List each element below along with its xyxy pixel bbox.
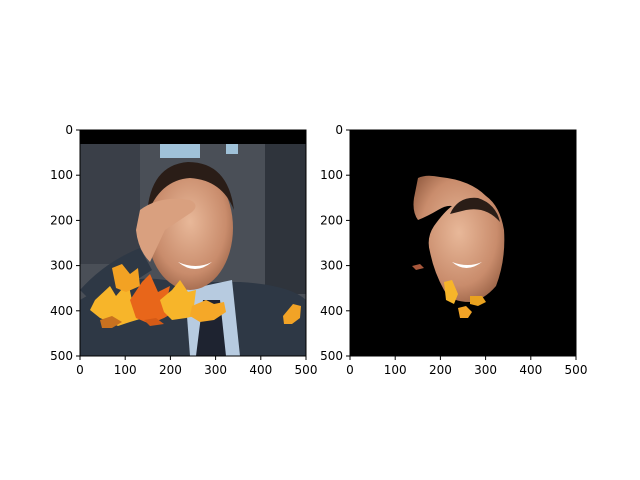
x-tick-label: 0 (76, 363, 84, 377)
masked-fragment (412, 264, 424, 270)
x-tick-label: 100 (114, 363, 137, 377)
y-tick-label: 200 (50, 213, 73, 227)
masked-leaf (444, 280, 458, 304)
x-tick-label: 100 (384, 363, 407, 377)
saluting-hand (136, 198, 196, 262)
x-tick-label: 500 (565, 363, 588, 377)
x-tick-label: 400 (519, 363, 542, 377)
leaf (283, 304, 301, 324)
leaves (90, 264, 301, 328)
x-tick-label: 400 (249, 363, 272, 377)
y-tick-label: 400 (50, 304, 73, 318)
background-figure (265, 144, 306, 294)
background-shirt (160, 144, 200, 158)
x-tick-label: 300 (204, 363, 227, 377)
leaf (112, 264, 140, 292)
masked-leaf (470, 296, 486, 306)
y-tick-label: 0 (335, 123, 343, 137)
masked-hair (450, 197, 500, 222)
x-tick-label: 200 (429, 363, 452, 377)
masked-leaf (458, 306, 472, 318)
y-tick-label: 300 (50, 259, 73, 273)
x-tick-label: 200 (159, 363, 182, 377)
photo-top-band (80, 130, 306, 144)
y-tick-label: 400 (320, 304, 343, 318)
background-figure (80, 144, 140, 264)
x-tick-label: 300 (474, 363, 497, 377)
x-tick-label: 0 (346, 363, 354, 377)
y-tick-label: 300 (320, 259, 343, 273)
y-tick-label: 100 (320, 168, 343, 182)
y-tick-label: 0 (65, 123, 73, 137)
y-tick-label: 500 (50, 349, 73, 363)
y-tick-label: 100 (50, 168, 73, 182)
right-image-panel (350, 130, 576, 356)
smile (178, 262, 212, 269)
y-tick-label: 200 (320, 213, 343, 227)
left-image-panel (80, 130, 306, 356)
face (147, 166, 233, 290)
background-shirt (226, 144, 238, 154)
hair (147, 162, 234, 215)
masked-smile (452, 262, 482, 268)
leaf (144, 318, 164, 326)
right-axes-frame (349, 129, 577, 357)
y-tick-label: 500 (320, 349, 343, 363)
x-tick-label: 500 (295, 363, 318, 377)
leaf (190, 300, 226, 322)
left-axes-frame (79, 129, 307, 357)
leaf (100, 316, 122, 328)
